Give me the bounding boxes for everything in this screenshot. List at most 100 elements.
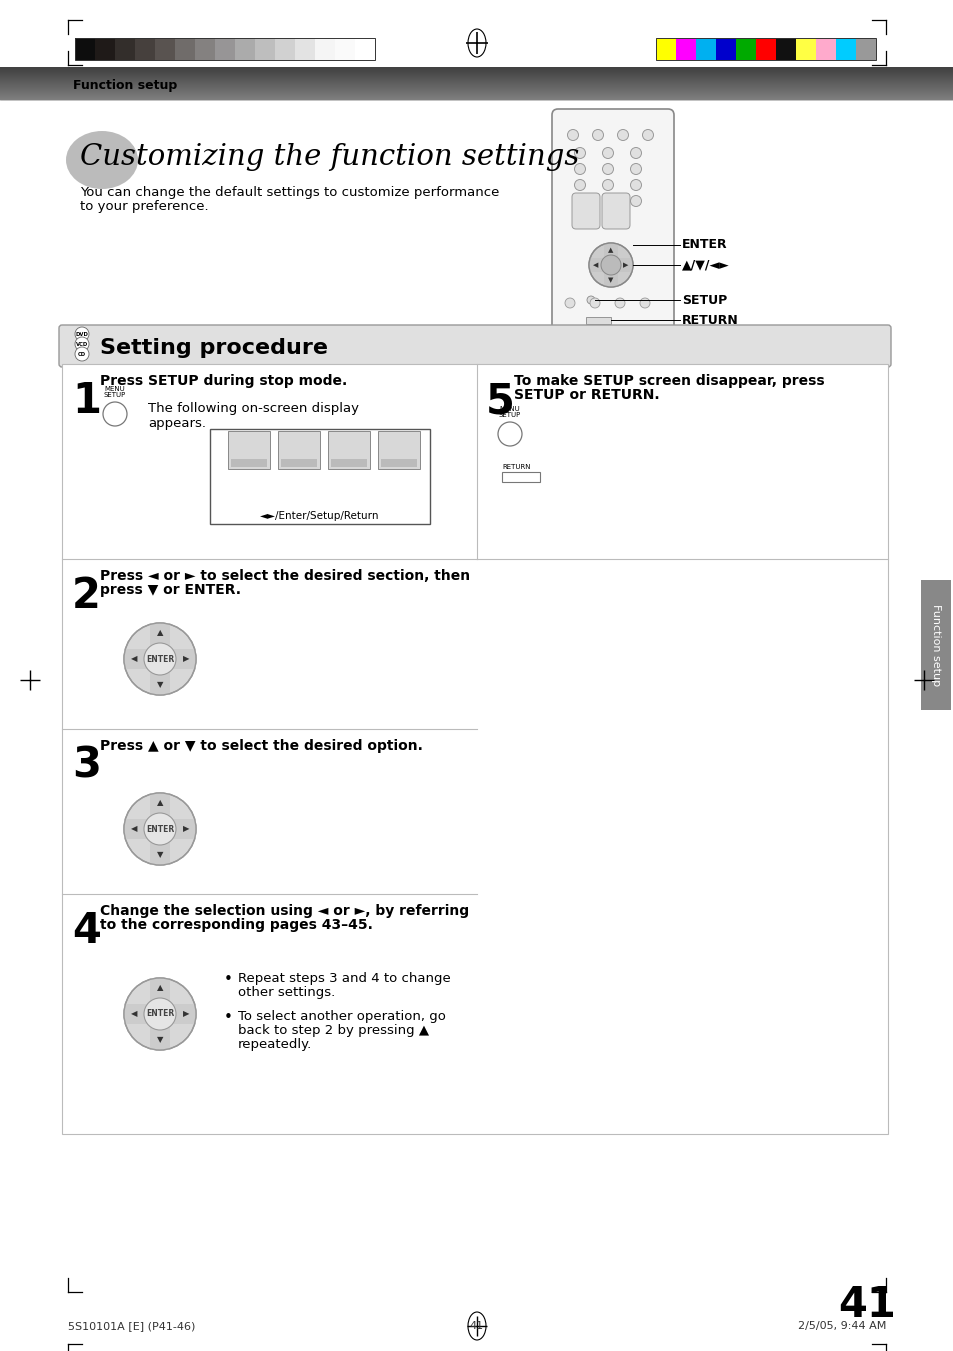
Bar bbox=[174, 38, 194, 59]
Text: to the corresponding pages 43–45.: to the corresponding pages 43–45. bbox=[100, 917, 373, 932]
Text: ENTER: ENTER bbox=[146, 1009, 174, 1019]
Text: ENTER: ENTER bbox=[146, 654, 174, 663]
Text: Function setup: Function setup bbox=[73, 78, 177, 92]
Bar bbox=[314, 38, 335, 59]
Bar bbox=[277, 431, 319, 469]
Text: Press ▲ or ▼ to select the desired option.: Press ▲ or ▼ to select the desired optio… bbox=[100, 739, 422, 753]
Circle shape bbox=[617, 130, 628, 141]
Circle shape bbox=[574, 180, 585, 190]
Circle shape bbox=[615, 299, 624, 308]
Text: Setting procedure: Setting procedure bbox=[100, 338, 328, 358]
Text: SETUP: SETUP bbox=[681, 293, 726, 307]
Circle shape bbox=[124, 793, 195, 865]
Text: Customizing the function settings: Customizing the function settings bbox=[80, 143, 578, 172]
Text: ◀: ◀ bbox=[593, 262, 598, 267]
Text: VCD: VCD bbox=[76, 342, 88, 346]
Bar bbox=[115, 38, 135, 59]
Text: back to step 2 by pressing ▲: back to step 2 by pressing ▲ bbox=[237, 1024, 429, 1038]
Bar bbox=[331, 459, 367, 467]
Bar bbox=[815, 38, 835, 59]
Text: ▲: ▲ bbox=[156, 984, 163, 993]
Bar bbox=[603, 243, 618, 286]
FancyBboxPatch shape bbox=[552, 109, 673, 336]
FancyBboxPatch shape bbox=[59, 326, 890, 367]
Circle shape bbox=[641, 130, 653, 141]
Bar bbox=[150, 978, 170, 1050]
Bar bbox=[124, 648, 195, 669]
Bar bbox=[254, 38, 274, 59]
Text: Press SETUP during stop mode.: Press SETUP during stop mode. bbox=[100, 374, 347, 388]
Text: to your preference.: to your preference. bbox=[80, 200, 209, 213]
Bar bbox=[775, 38, 795, 59]
Circle shape bbox=[124, 623, 195, 694]
Text: ◀: ◀ bbox=[131, 654, 137, 663]
Bar bbox=[855, 38, 875, 59]
Text: other settings.: other settings. bbox=[237, 986, 335, 998]
Circle shape bbox=[589, 299, 599, 308]
Bar bbox=[95, 38, 115, 59]
Text: ▼: ▼ bbox=[608, 277, 613, 282]
Text: ▼: ▼ bbox=[156, 851, 163, 859]
Text: The following on-screen display: The following on-screen display bbox=[148, 403, 358, 415]
Text: To select another operation, go: To select another operation, go bbox=[237, 1011, 445, 1023]
Circle shape bbox=[602, 196, 613, 207]
Bar bbox=[676, 38, 696, 59]
Bar bbox=[380, 459, 416, 467]
Circle shape bbox=[75, 347, 89, 361]
Bar bbox=[281, 459, 316, 467]
Bar bbox=[214, 38, 234, 59]
Circle shape bbox=[144, 998, 175, 1029]
Bar bbox=[150, 623, 170, 694]
Text: SETUP or RETURN.: SETUP or RETURN. bbox=[514, 388, 659, 403]
Circle shape bbox=[75, 327, 89, 340]
Circle shape bbox=[600, 255, 620, 276]
Bar bbox=[210, 430, 430, 524]
Circle shape bbox=[124, 978, 195, 1050]
Circle shape bbox=[586, 296, 595, 304]
Circle shape bbox=[103, 403, 127, 426]
Circle shape bbox=[574, 147, 585, 158]
Text: CD: CD bbox=[78, 351, 86, 357]
Text: ENTER: ENTER bbox=[681, 239, 727, 251]
Text: •: • bbox=[224, 1011, 233, 1025]
Text: To make SETUP screen disappear, press: To make SETUP screen disappear, press bbox=[514, 374, 823, 388]
Circle shape bbox=[588, 243, 633, 286]
Text: ▲/▼/◄►: ▲/▼/◄► bbox=[681, 258, 729, 272]
Bar bbox=[795, 38, 815, 59]
Bar bbox=[588, 258, 633, 272]
Circle shape bbox=[75, 336, 89, 351]
Text: ▶: ▶ bbox=[183, 1009, 189, 1019]
Bar bbox=[656, 38, 676, 59]
Circle shape bbox=[630, 147, 640, 158]
Circle shape bbox=[567, 130, 578, 141]
Bar bbox=[274, 38, 294, 59]
Circle shape bbox=[630, 180, 640, 190]
Text: ◄►/Enter/Setup/Return: ◄►/Enter/Setup/Return bbox=[260, 511, 379, 521]
Bar bbox=[355, 38, 375, 59]
Text: Repeat steps 3 and 4 to change: Repeat steps 3 and 4 to change bbox=[237, 971, 450, 985]
Text: 41: 41 bbox=[470, 1321, 483, 1331]
Bar bbox=[835, 38, 855, 59]
Circle shape bbox=[144, 813, 175, 844]
Text: Change the selection using ◄ or ►, by referring: Change the selection using ◄ or ►, by re… bbox=[100, 904, 469, 917]
Bar bbox=[716, 38, 735, 59]
Text: 41: 41 bbox=[838, 1283, 895, 1325]
FancyBboxPatch shape bbox=[601, 193, 629, 230]
Text: 2/5/05, 9:44 AM: 2/5/05, 9:44 AM bbox=[797, 1321, 885, 1331]
Circle shape bbox=[574, 163, 585, 174]
Circle shape bbox=[639, 299, 649, 308]
Text: MENU
SETUP: MENU SETUP bbox=[104, 386, 126, 399]
Circle shape bbox=[497, 422, 521, 446]
Text: ▶: ▶ bbox=[183, 654, 189, 663]
Text: 5S10101A [E] (P41-46): 5S10101A [E] (P41-46) bbox=[68, 1321, 195, 1331]
Text: ▶: ▶ bbox=[622, 262, 628, 267]
Circle shape bbox=[592, 130, 603, 141]
Text: ENTER: ENTER bbox=[146, 824, 174, 834]
Text: Press ◄ or ► to select the desired section, then: Press ◄ or ► to select the desired secti… bbox=[100, 569, 470, 584]
Text: ▲: ▲ bbox=[608, 247, 613, 253]
Bar bbox=[75, 38, 95, 59]
FancyBboxPatch shape bbox=[572, 193, 599, 230]
Bar bbox=[231, 459, 267, 467]
Text: RETURN: RETURN bbox=[681, 313, 738, 327]
Ellipse shape bbox=[66, 131, 138, 189]
